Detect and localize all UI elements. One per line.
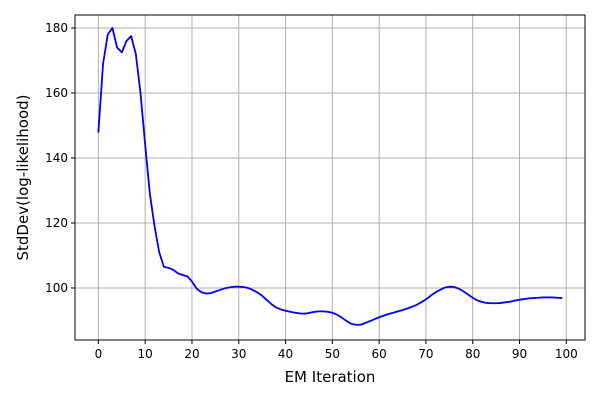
- y-axis-label: StdDev(log-likelihood): [14, 95, 32, 261]
- x-tick-label: 70: [418, 347, 433, 361]
- y-tick-label: 120: [45, 216, 68, 230]
- y-tick-label: 160: [45, 86, 68, 100]
- series-layer: [97, 27, 563, 326]
- x-tick-label: 80: [465, 347, 480, 361]
- axis-ticks: 0 10 20 30 40 50 60 70 80 90 100 100 120 140 160 180: [45, 21, 578, 361]
- y-tick-label: 180: [45, 21, 68, 35]
- x-tick-label: 50: [325, 347, 340, 361]
- x-axis-label: EM Iteration: [285, 368, 376, 386]
- x-tick-label: 100: [555, 347, 578, 361]
- x-tick-label: 30: [231, 347, 246, 361]
- x-tick-label: 0: [95, 347, 103, 361]
- x-tick-label: 40: [278, 347, 293, 361]
- y-tick-label: 100: [45, 281, 68, 295]
- x-tick-label: 10: [138, 347, 153, 361]
- grid: [75, 15, 585, 340]
- x-tick-label: 60: [371, 347, 386, 361]
- y-tick-label: 140: [45, 151, 68, 165]
- series-line: [97, 27, 563, 326]
- plot-frame: [74, 14, 586, 341]
- x-tick-label: 20: [184, 347, 199, 361]
- x-tick-label: 90: [512, 347, 527, 361]
